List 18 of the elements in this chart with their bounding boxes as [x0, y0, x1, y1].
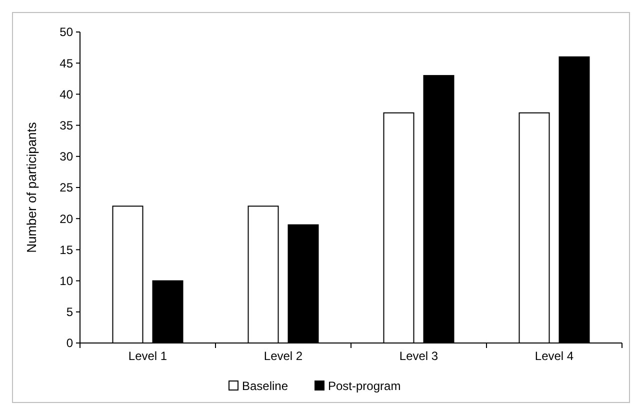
- x-tick-label: Level 3: [399, 349, 438, 363]
- y-tick-label: 45: [60, 56, 74, 70]
- y-tick-label: 20: [60, 212, 74, 226]
- y-tick-label: 35: [60, 118, 74, 132]
- y-tick-label: 50: [60, 25, 74, 40]
- legend-label: Post-program: [328, 379, 401, 394]
- legend-label: Baseline: [242, 379, 288, 394]
- y-tick-label: 15: [60, 242, 74, 257]
- x-tick-label: Level 1: [128, 349, 168, 363]
- y-axis-title: Number of participants: [24, 122, 39, 253]
- y-tick-label: 0: [66, 336, 74, 350]
- y-tick-label: 25: [60, 180, 74, 195]
- y-tick-label: 30: [60, 150, 74, 164]
- y-tick-label: 10: [60, 274, 74, 288]
- x-tick-label: Level 4: [534, 349, 574, 363]
- x-tick-label: Level 2: [264, 349, 303, 363]
- y-tick-label: 5: [66, 305, 74, 320]
- y-tick-label: 40: [60, 87, 74, 102]
